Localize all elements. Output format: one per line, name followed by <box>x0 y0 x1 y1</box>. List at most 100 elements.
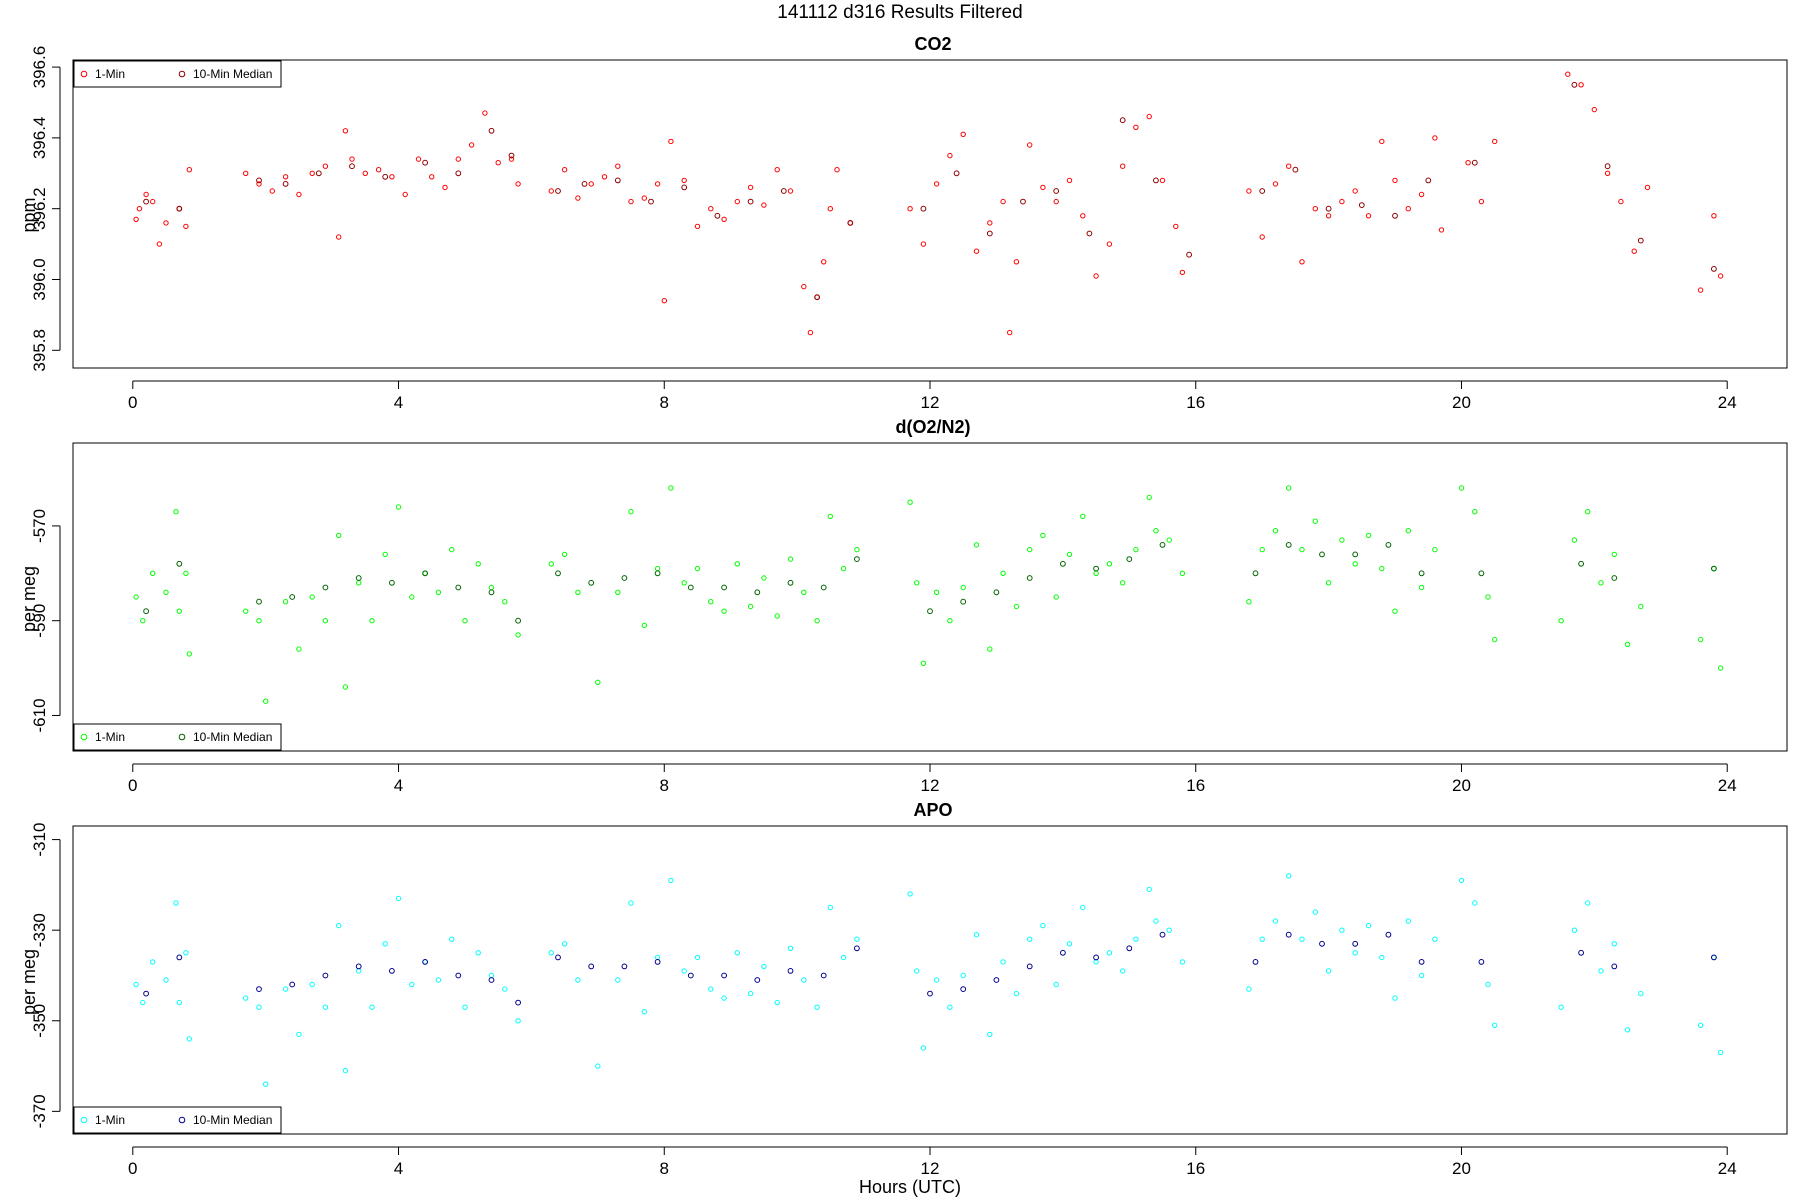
ten-min-median-point <box>422 959 429 965</box>
ten-min-median-point <box>953 170 960 177</box>
one-min-point <box>1133 124 1139 131</box>
legend-marker <box>178 1116 186 1124</box>
one-min-point <box>1013 990 1020 997</box>
one-min-point <box>1618 198 1624 205</box>
one-min-point <box>256 618 262 624</box>
one-min-point <box>1339 537 1345 543</box>
one-min-point <box>136 206 143 212</box>
one-min-point <box>588 181 594 187</box>
one-min-point <box>1120 163 1126 169</box>
one-min-point <box>1159 177 1166 184</box>
ten-min-median-point <box>455 170 462 177</box>
one-min-point <box>1624 641 1631 648</box>
one-min-point <box>668 877 674 884</box>
ten-min-median-point <box>1119 117 1126 124</box>
one-min-point <box>269 188 275 194</box>
ten-min-median-point <box>721 972 727 979</box>
one-min-point <box>1392 177 1398 184</box>
one-min-point <box>747 184 754 191</box>
one-min-point <box>747 990 754 997</box>
ten-min-median-point <box>256 598 262 605</box>
one-min-point <box>914 968 920 974</box>
ten-min-median-point <box>820 972 827 979</box>
one-min-point <box>907 206 913 212</box>
one-min-point <box>920 660 927 666</box>
x-tick-label: 0 <box>128 393 137 412</box>
one-min-point <box>1697 287 1704 293</box>
x-tick-label: 12 <box>921 776 940 795</box>
one-min-point <box>1053 594 1059 600</box>
one-min-point <box>1598 580 1604 586</box>
one-min-point <box>176 999 183 1006</box>
ten-min-median-point <box>780 188 787 194</box>
ten-min-median-point <box>847 220 854 226</box>
x-tick-label: 20 <box>1452 393 1471 412</box>
ten-min-median-point <box>1711 266 1717 272</box>
one-min-point <box>854 936 860 942</box>
x-tick-label: 12 <box>921 393 940 412</box>
one-min-point <box>296 191 302 198</box>
ten-min-median-point <box>455 584 462 591</box>
one-min-point <box>595 1063 601 1069</box>
one-min-point <box>668 138 674 145</box>
one-min-point <box>681 968 687 974</box>
one-min-point <box>1438 227 1445 233</box>
one-min-point <box>173 900 179 906</box>
one-min-point <box>681 177 687 184</box>
ten-min-median-point <box>488 589 495 596</box>
one-min-point <box>468 142 475 148</box>
one-min-point <box>1179 570 1186 576</box>
one-min-point <box>1644 184 1651 191</box>
one-min-point <box>282 174 289 180</box>
one-min-point <box>482 110 488 116</box>
one-min-point <box>774 613 780 619</box>
ten-min-median-point <box>349 163 355 170</box>
one-min-point <box>369 1004 375 1010</box>
one-min-point <box>814 618 820 624</box>
ten-min-median-point <box>787 968 794 974</box>
y-axis-title: ppm <box>19 197 39 232</box>
one-min-point <box>787 945 794 951</box>
plot-frame <box>72 442 1788 752</box>
one-min-point <box>415 156 422 162</box>
y-tick-label: 396.4 <box>30 117 49 160</box>
one-min-point <box>256 1004 262 1010</box>
one-min-point <box>694 565 701 572</box>
one-min-point <box>1106 950 1113 956</box>
ten-min-median-point <box>1060 949 1066 956</box>
one-min-point <box>1478 198 1485 205</box>
ten-min-median-point <box>854 556 860 562</box>
one-min-point <box>442 184 448 191</box>
ten-min-median-point <box>355 963 362 970</box>
ten-min-median-point <box>960 986 967 992</box>
one-min-point <box>183 223 189 230</box>
plot-frame <box>72 825 1788 1135</box>
one-min-point <box>628 509 634 515</box>
one-min-point <box>1611 941 1618 947</box>
one-min-point <box>1325 580 1332 586</box>
ten-min-median-point <box>176 954 183 961</box>
one-min-point <box>243 995 249 1001</box>
one-min-point <box>1418 972 1425 979</box>
one-min-point <box>1299 936 1305 942</box>
one-min-point <box>395 895 402 902</box>
one-min-point <box>1697 1022 1704 1029</box>
one-min-point <box>1259 936 1265 942</box>
one-min-point <box>1286 485 1292 491</box>
one-min-point <box>575 589 581 595</box>
y-tick-label: -330 <box>30 913 49 947</box>
one-min-point <box>973 248 980 254</box>
y-tick-label: -610 <box>30 698 49 732</box>
ten-min-median-point <box>1319 940 1325 947</box>
legend-marker <box>80 733 88 741</box>
ten-min-median-point <box>1126 556 1133 562</box>
one-min-point <box>336 532 342 539</box>
ten-min-median-point <box>1385 542 1392 548</box>
one-min-point <box>1472 509 1478 515</box>
y-tick-label: 396.2 <box>30 187 49 230</box>
ten-min-median-point <box>1358 202 1365 209</box>
ten-min-median-point <box>1578 560 1584 567</box>
one-min-point <box>708 599 714 605</box>
one-min-point <box>1286 163 1292 169</box>
